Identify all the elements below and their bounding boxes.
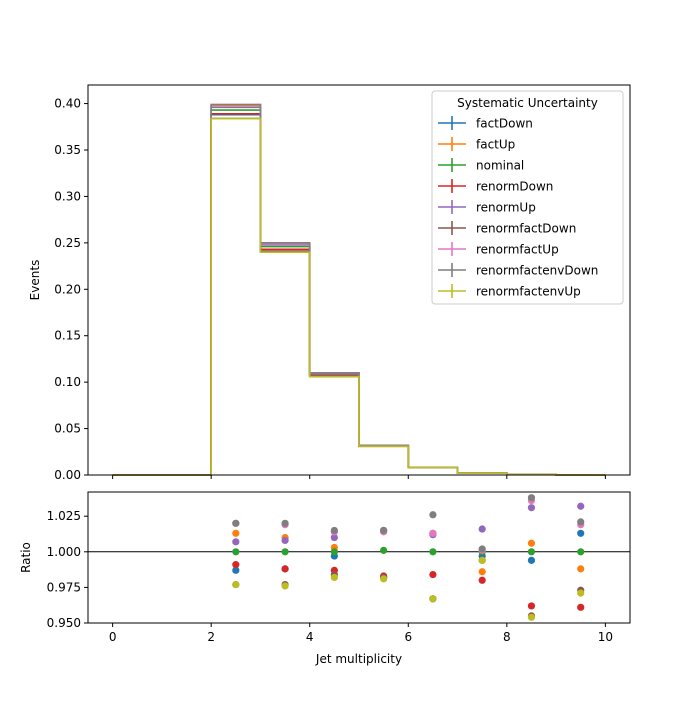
- legend-entry-factDown: factDown: [476, 117, 533, 131]
- legend-box: [431, 90, 624, 305]
- ratio-point-renormDown: [232, 561, 240, 569]
- ratio-point-nominal: [330, 548, 338, 556]
- legend-entry-factUp: factUp: [476, 138, 515, 152]
- y-tick-label: 0.15: [54, 329, 81, 343]
- ratio-point-renormfactenvDown: [429, 511, 437, 519]
- ratio-point-nominal: [380, 546, 388, 554]
- ratio-point-renormfactenvDown: [577, 518, 585, 526]
- ratio-plot-area: [84, 491, 631, 627]
- ratio-point-renormfactenvUp: [330, 573, 338, 582]
- ratio-point-renormUp: [527, 504, 536, 512]
- ratio-point-renormfactenvUp: [577, 589, 585, 597]
- ratio-point-renormUp: [281, 536, 289, 545]
- ratio-point-factDown: [577, 529, 585, 537]
- ratio-point-renormDown: [429, 570, 437, 579]
- ratio-point-renormfactenvUp: [281, 582, 289, 590]
- legend-entry-renormUp: renormUp: [476, 201, 536, 215]
- ratio-point-factDown: [527, 556, 536, 564]
- legend-entry-renormfactenvDown: renormfactenvDown: [476, 264, 598, 278]
- ratio-point-factUp: [478, 568, 486, 576]
- legend: [431, 90, 624, 305]
- y-tick-label: 0.30: [54, 189, 81, 203]
- ratio-point-renormfactenvUp: [429, 595, 437, 603]
- ratio-point-renormUp: [330, 533, 338, 542]
- ratio-point-renormUp: [232, 538, 240, 546]
- x-tick-label: 2: [207, 630, 215, 644]
- x-tick-label: 4: [306, 630, 314, 644]
- ratio-y-tick-label: 0.950: [47, 616, 81, 630]
- ratio-point-factUp: [232, 529, 240, 537]
- legend-entry-renormfactDown: renormfactDown: [476, 222, 576, 236]
- x-tick-label: 10: [598, 630, 613, 644]
- ratio-point-renormfactenvUp: [232, 580, 240, 589]
- ratio-point-factUp: [527, 539, 536, 547]
- ratio-point-renormUp: [577, 502, 585, 510]
- ratio-y-tick-label: 1.025: [47, 509, 81, 523]
- ratio-plot-background: [88, 492, 630, 623]
- ratio-point-renormfactenvDown: [478, 545, 486, 553]
- y-tick-label: 0.20: [54, 282, 81, 296]
- ratio-point-nominal: [429, 548, 437, 556]
- ratio-point-renormfactenvDown: [380, 526, 388, 535]
- ratio-point-renormfactenvDown: [330, 526, 338, 535]
- ratio-point-factUp: [577, 565, 585, 573]
- y-tick-label: 0.40: [54, 97, 81, 111]
- legend-entry-nominal: nominal: [476, 159, 524, 173]
- y-tick-label: 0.35: [54, 143, 81, 157]
- x-axis-label: Jet multiplicity: [315, 652, 402, 666]
- ratio-point-renormfactenvUp: [380, 575, 388, 583]
- legend-entry-renormfactenvUp: renormfactenvUp: [476, 285, 581, 299]
- ratio-point-nominal: [281, 548, 289, 556]
- ratio-point-renormfactUp: [429, 529, 437, 537]
- ratio-y-tick-label: 1.000: [47, 545, 81, 559]
- y-tick-label: 0.05: [54, 422, 81, 436]
- ratio-point-factDown: [232, 566, 240, 574]
- ratio-point-renormDown: [478, 576, 486, 584]
- ratio-point-nominal: [527, 548, 536, 556]
- legend-title: Systematic Uncertainty: [457, 96, 598, 110]
- legend-entry-renormfactUp: renormfactUp: [476, 243, 559, 257]
- x-tick-label: 8: [503, 630, 511, 644]
- y-tick-label: 0.10: [54, 375, 81, 389]
- ratio-point-nominal: [577, 548, 585, 556]
- ratio-y-axis-label: Ratio: [19, 542, 33, 573]
- ratio-plot-frame: [87, 491, 631, 624]
- ratio-point-renormfactenvDown: [527, 494, 536, 502]
- y-tick-label: 0.25: [54, 236, 81, 250]
- ratio-point-renormfactenvUp: [478, 556, 486, 564]
- ratio-point-renormUp: [478, 525, 486, 533]
- y-tick-label: 0.00: [54, 468, 81, 482]
- main-y-axis-label: Events: [28, 260, 42, 301]
- ratio-point-renormfactenvDown: [232, 519, 240, 527]
- ratio-point-renormfactenvUp: [527, 613, 536, 621]
- ratio-point-renormDown: [577, 603, 585, 611]
- ratio-point-renormfactenvDown: [281, 519, 289, 527]
- main-plot-frame: [87, 84, 631, 476]
- legend-entry-renormDown: renormDown: [476, 180, 553, 194]
- ratio-point-renormDown: [527, 602, 536, 610]
- ratio-y-tick-label: 0.975: [47, 580, 81, 594]
- ratio-point-nominal: [232, 548, 240, 556]
- x-tick-label: 6: [404, 630, 412, 644]
- x-tick-label: 0: [109, 630, 117, 644]
- ratio-point-renormDown: [281, 565, 289, 573]
